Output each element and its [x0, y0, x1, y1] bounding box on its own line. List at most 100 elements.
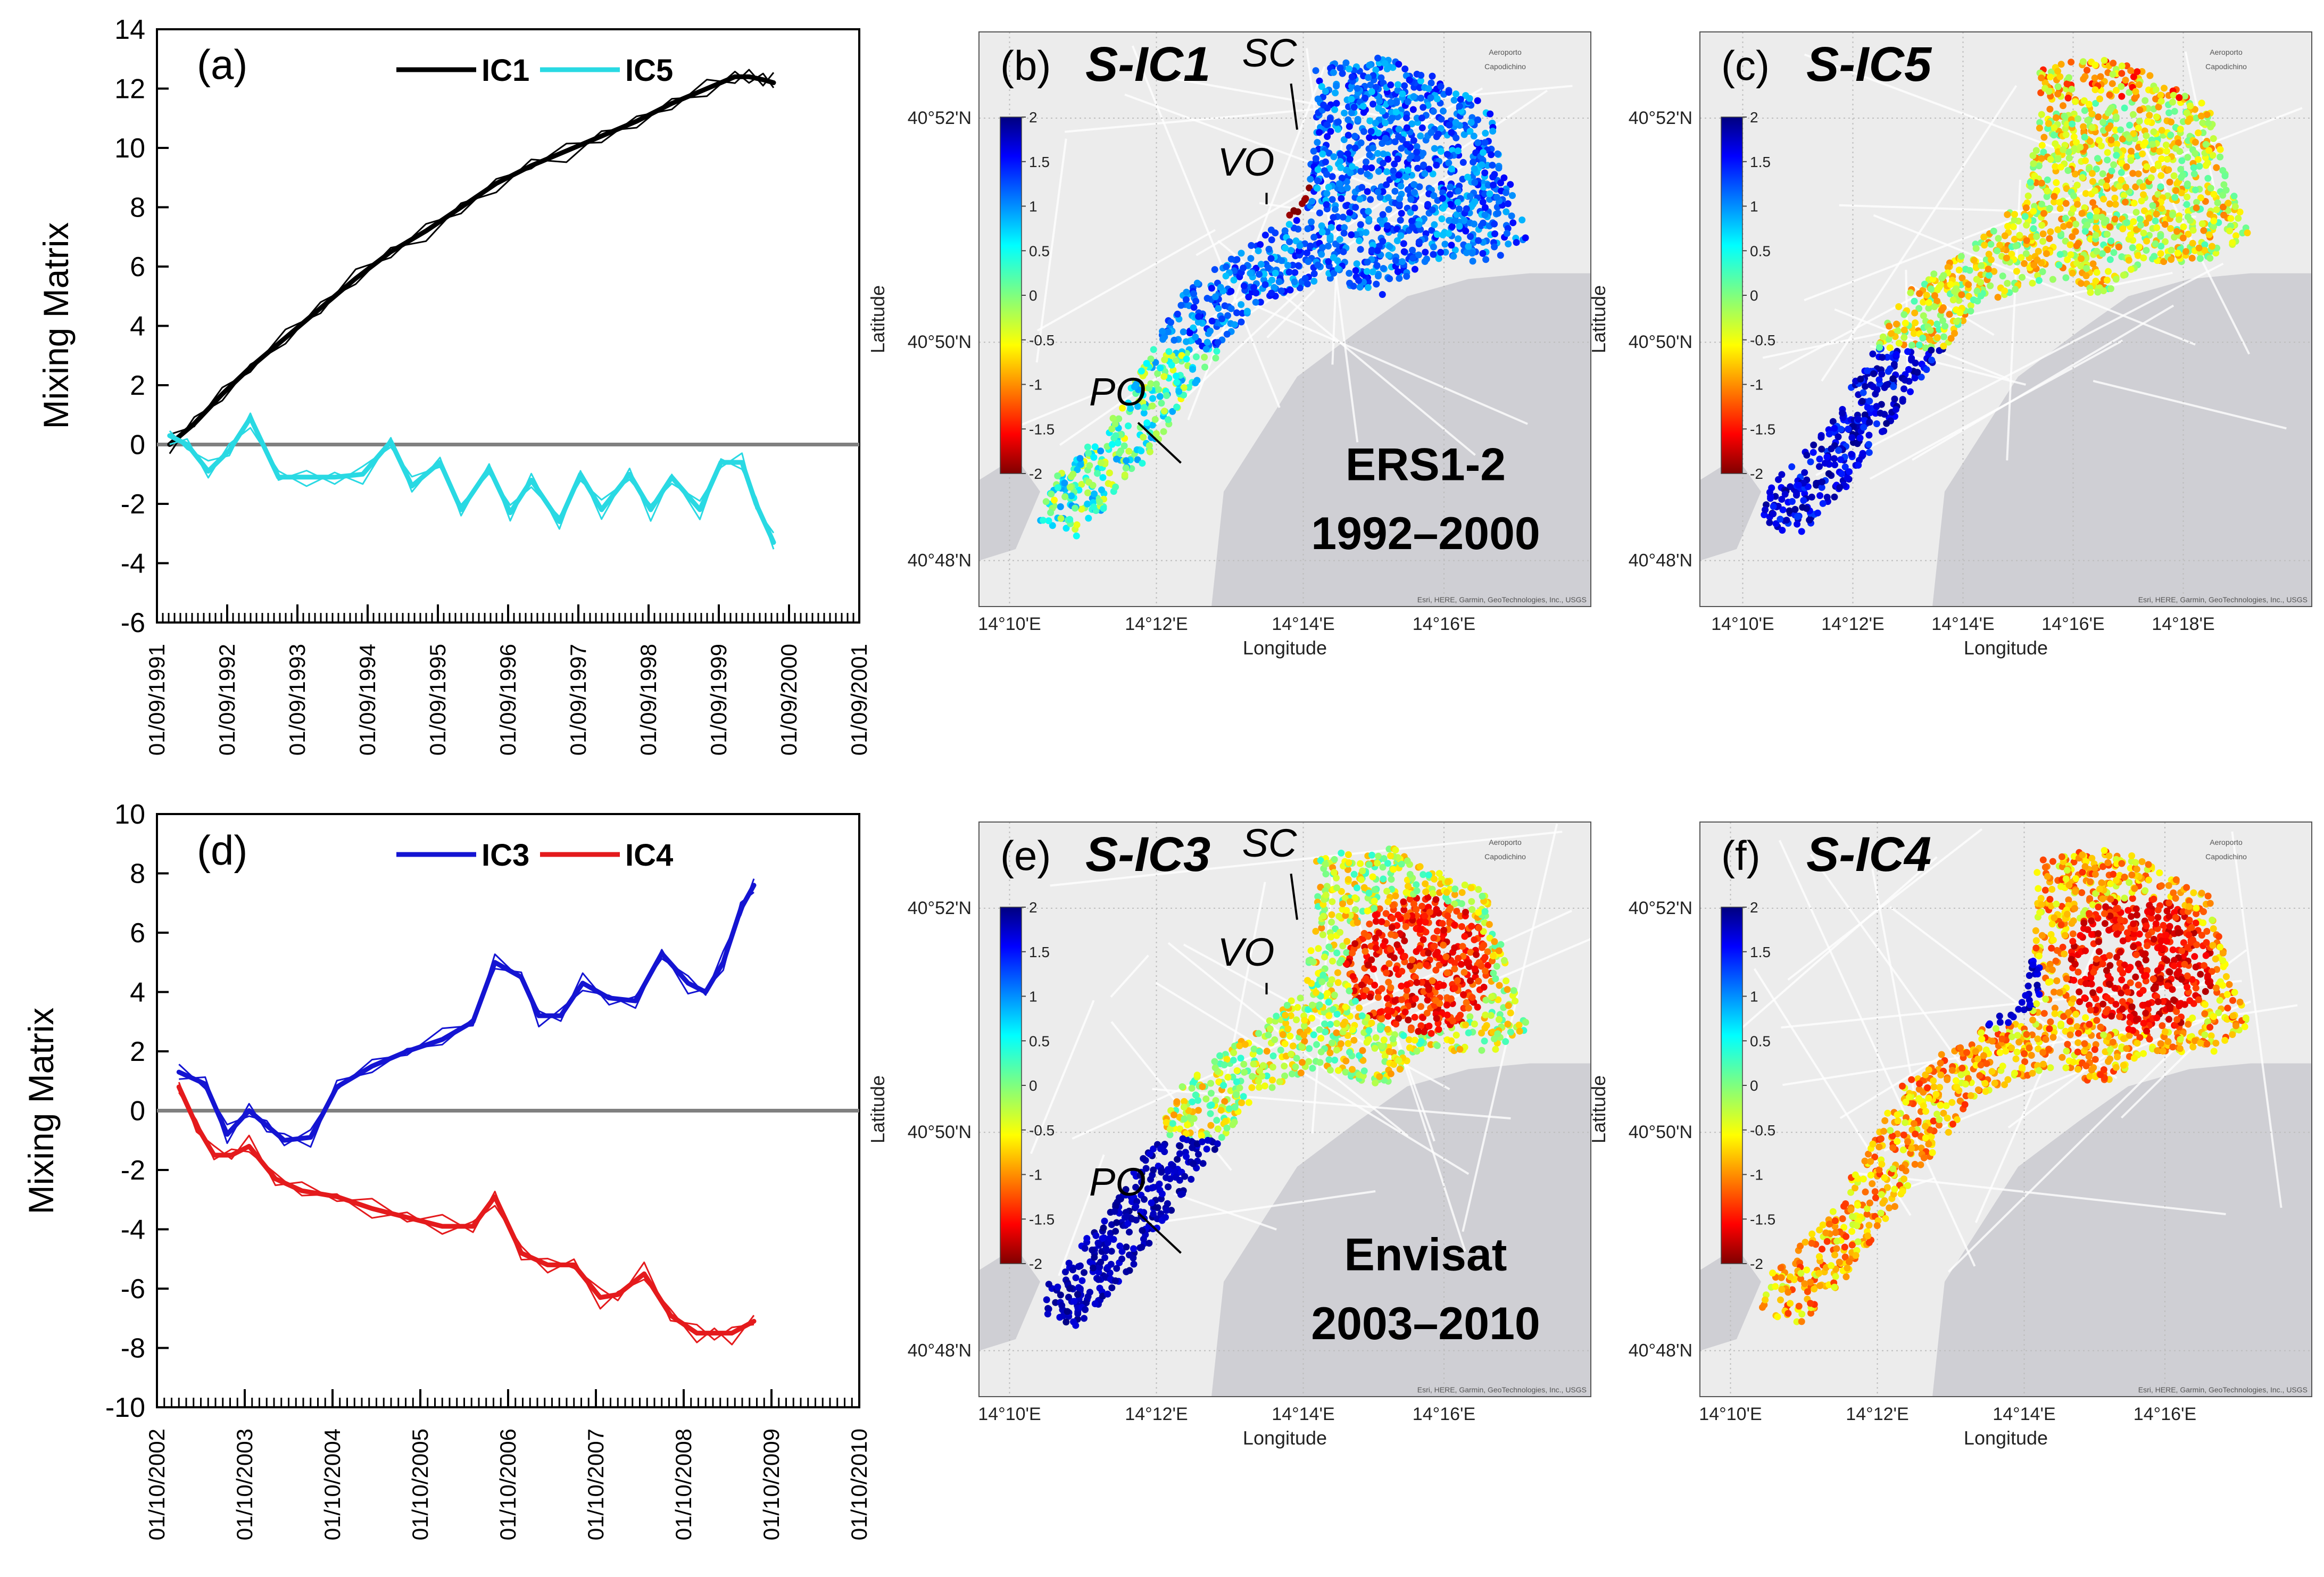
ps-point — [1113, 1265, 1120, 1272]
ps-point — [1848, 451, 1855, 458]
ps-point — [1268, 276, 1276, 284]
ps-point — [1411, 1014, 1418, 1021]
ps-point — [2143, 237, 2151, 245]
ps-point — [2153, 210, 2160, 218]
ps-point — [1907, 289, 1914, 296]
ps-point — [1108, 425, 1116, 433]
ps-point — [1396, 195, 1404, 202]
ps-point — [1352, 231, 1360, 238]
ps-point — [1348, 73, 1356, 80]
ps-point — [1835, 433, 1842, 441]
ps-point — [1417, 1038, 1425, 1045]
ps-point — [1461, 881, 1468, 889]
ps-point — [1367, 128, 1375, 135]
ps-point — [1387, 81, 1395, 89]
ps-point — [2107, 136, 2115, 144]
ps-point — [1074, 1291, 1081, 1298]
ps-point — [1407, 196, 1415, 203]
ps-point — [1154, 370, 1161, 377]
ps-point — [1475, 909, 1482, 916]
ps-point — [1090, 1264, 1097, 1272]
ps-point — [1329, 196, 1336, 203]
ps-point — [1779, 506, 1787, 513]
ps-point — [1343, 178, 1350, 185]
ps-point — [1131, 383, 1138, 391]
ps-point — [1204, 1136, 1211, 1144]
ps-point — [2192, 186, 2199, 194]
lon-tick-label: 14°16'E — [1413, 614, 1475, 634]
ps-point — [2157, 183, 2164, 190]
ps-point — [1430, 192, 1438, 200]
series-ic4-point — [753, 1320, 755, 1323]
ps-point — [1933, 320, 1941, 328]
ps-point — [1149, 421, 1156, 429]
ps-point — [2077, 280, 2085, 287]
ps-point — [1938, 306, 1945, 314]
ps-point — [1432, 951, 1439, 958]
series-ic1-point — [460, 206, 462, 209]
ps-point — [2162, 238, 2169, 245]
ps-point — [1123, 457, 1130, 464]
y-tick-label: 6 — [130, 918, 145, 949]
ps-point — [1192, 379, 1199, 387]
ps-point — [1379, 211, 1387, 218]
ps-point — [2178, 157, 2186, 164]
ps-point — [1143, 360, 1150, 367]
ps-point — [2165, 92, 2172, 99]
ps-point — [1061, 493, 1069, 501]
ps-point — [1044, 1310, 1051, 1318]
map-panel-e: AeroportoCapodichino40°52'N40°50'N40°48'… — [867, 821, 1591, 1449]
ps-point — [1293, 1055, 1300, 1062]
ps-point — [2181, 93, 2189, 100]
ps-point — [1886, 344, 1894, 352]
ps-point — [1147, 355, 1155, 363]
ps-point — [1423, 961, 1430, 968]
y-tick-label: -2 — [121, 489, 145, 520]
ps-point — [1369, 268, 1376, 276]
ps-point — [1946, 311, 1953, 318]
ps-point — [2190, 164, 2197, 171]
ps-point — [1134, 456, 1141, 463]
site-leader-line — [1137, 421, 1182, 464]
series-ic3-point — [520, 976, 522, 978]
ps-point — [1111, 420, 1119, 428]
ps-point — [1366, 151, 1373, 159]
ps-point — [2092, 277, 2099, 285]
ps-point — [1439, 231, 1447, 238]
ps-point — [1856, 434, 1864, 442]
ps-point — [1328, 918, 1335, 926]
series-ic5-point — [600, 509, 603, 511]
ps-point — [2041, 79, 2049, 86]
basemap-road — [1035, 138, 1067, 363]
ps-point — [1248, 1084, 1256, 1091]
ps-point — [1455, 235, 1462, 243]
ps-point — [1255, 247, 1262, 254]
ps-point — [1190, 290, 1197, 297]
ps-point — [1807, 458, 1814, 466]
ps-point — [1409, 246, 1416, 254]
ps-point — [1770, 510, 1777, 518]
ps-point — [1486, 190, 1493, 197]
ps-point — [2091, 86, 2099, 94]
ps-point — [2094, 155, 2101, 162]
ps-point — [2107, 285, 2114, 292]
ps-point — [1233, 1091, 1240, 1099]
ps-point — [1208, 317, 1216, 325]
ps-point — [1504, 200, 1512, 208]
ps-point — [1374, 150, 1381, 157]
ps-point — [2144, 118, 2151, 125]
ps-point — [1391, 997, 1399, 1005]
ps-point — [1440, 107, 1447, 115]
ps-point — [1359, 103, 1367, 110]
ps-point — [2016, 231, 2023, 239]
ps-point — [1472, 149, 1480, 156]
ps-point — [1485, 921, 1493, 928]
ps-point — [1326, 1020, 1334, 1028]
series-ic5-point — [168, 434, 171, 437]
ps-point — [1434, 130, 1442, 138]
series-ic5-point — [460, 509, 462, 511]
series-ic4-point — [599, 1296, 602, 1299]
ps-point — [1293, 1016, 1300, 1024]
ps-point — [1977, 292, 1985, 300]
ps-point — [2195, 244, 2203, 252]
